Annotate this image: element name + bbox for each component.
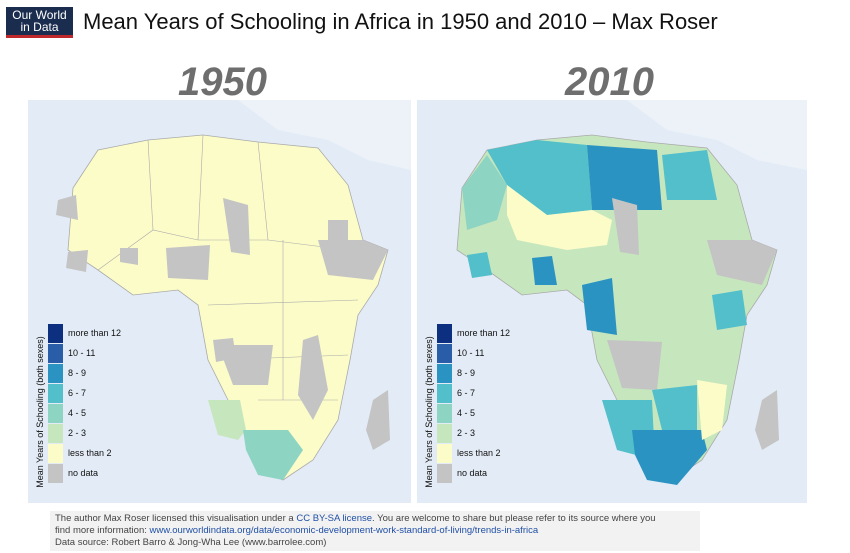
- legend-label: 10 - 11: [457, 348, 485, 358]
- legend-1950: Mean Years of Schooling (both sexes) mor…: [34, 324, 144, 499]
- legend-label: more than 12: [457, 328, 511, 338]
- year-label-1950: 1950: [178, 60, 267, 104]
- region-no-data: [66, 250, 88, 272]
- region-no-data: [328, 220, 348, 240]
- legend-title: Mean Years of Schooling (both sexes): [35, 335, 45, 488]
- region-8-9: [587, 145, 662, 210]
- legend-label: no data: [68, 468, 99, 478]
- legend-swatch: [48, 404, 63, 423]
- legend-swatch: [437, 344, 452, 363]
- region-no-data: [318, 240, 388, 280]
- region-6-7: [662, 150, 717, 200]
- legend-label: less than 2: [457, 448, 501, 458]
- region-no-data: [56, 195, 78, 220]
- footer-credits: The author Max Roser licensed this visua…: [50, 511, 700, 551]
- legend-swatch: [437, 424, 452, 443]
- region-6-7: [652, 385, 697, 430]
- legend-swatch: [437, 324, 452, 343]
- legend-label: 2 - 3: [457, 428, 476, 438]
- legend-label: 8 - 9: [68, 368, 87, 378]
- region-4-5: [462, 155, 507, 230]
- footer-text: . You are welcome to share but please re…: [372, 513, 656, 524]
- region-no-data: [707, 240, 777, 285]
- license-link[interactable]: CC BY-SA license: [296, 513, 373, 524]
- region-no-data: [607, 340, 662, 390]
- legend-swatch: [437, 364, 452, 383]
- footer-text: The author Max Roser licensed this visua…: [55, 513, 297, 524]
- source-url-link[interactable]: www.ourworldindata.org/data/economic-dev…: [149, 525, 539, 536]
- legend-swatch: [437, 464, 452, 483]
- footer-line-2: find more information: www.ourworldindat…: [55, 525, 695, 537]
- legend-swatch: [48, 424, 63, 443]
- logo-line-1: Our World: [12, 8, 67, 22]
- legend-title: Mean Years of Schooling (both sexes): [424, 335, 434, 488]
- region-no-data: [366, 390, 390, 450]
- logo-bar: [6, 35, 73, 38]
- legend-label: 10 - 11: [68, 348, 96, 358]
- legend-swatch: [437, 404, 452, 423]
- owid-logo: Our World in Data: [6, 7, 73, 38]
- region-6-7: [487, 140, 592, 215]
- legend-swatch: [437, 444, 452, 463]
- region-less-than-2: [507, 185, 612, 250]
- legend-swatch: [48, 384, 63, 403]
- legend-swatch: [48, 444, 63, 463]
- legend-label: more than 12: [68, 328, 122, 338]
- legend-label: no data: [457, 468, 488, 478]
- map-2010: Mean Years of Schooling (both sexes) mor…: [417, 100, 807, 503]
- footer-text: find more information:: [55, 525, 150, 536]
- logo-line-2: in Data: [20, 20, 59, 34]
- map-1950-svg: [28, 100, 411, 503]
- region-8-9: [582, 278, 617, 335]
- land-europe-asia: [627, 100, 807, 170]
- page-title: Mean Years of Schooling in Africa in 195…: [83, 9, 718, 34]
- legend-swatch: [48, 364, 63, 383]
- land-europe-asia: [238, 100, 411, 170]
- legend-swatch: [48, 344, 63, 363]
- region-no-data: [223, 198, 250, 255]
- footer-data-source: Data source: Robert Barro & Jong-Wha Lee…: [55, 537, 327, 548]
- legend-swatch: [437, 384, 452, 403]
- legend-label: 6 - 7: [68, 388, 87, 398]
- legend-swatch: [48, 324, 63, 343]
- footer-line-1: The author Max Roser licensed this visua…: [55, 513, 695, 525]
- region-8-9: [532, 256, 557, 285]
- region-no-data: [612, 198, 639, 255]
- region-6-7: [712, 290, 747, 330]
- legend-label: 8 - 9: [457, 368, 476, 378]
- legend-swatch: [48, 464, 63, 483]
- region-4-5: [243, 430, 303, 480]
- legend-2010: Mean Years of Schooling (both sexes) mor…: [423, 324, 533, 499]
- legend-label: 4 - 5: [457, 408, 476, 418]
- region-8-9: [632, 430, 707, 485]
- region-2-3: [208, 400, 246, 440]
- map-2010-svg: [417, 100, 807, 503]
- legend-label: 4 - 5: [68, 408, 87, 418]
- region-no-data: [755, 390, 779, 450]
- region-no-data: [218, 345, 273, 385]
- legend-label: 6 - 7: [457, 388, 476, 398]
- region-no-data: [298, 335, 328, 420]
- map-1950: Mean Years of Schooling (both sexes) mor…: [28, 100, 411, 503]
- region-less-than-2: [697, 380, 727, 440]
- year-label-2010: 2010: [565, 60, 654, 104]
- region-no-data: [120, 248, 138, 265]
- region-no-data: [166, 245, 210, 280]
- legend-label: less than 2: [68, 448, 112, 458]
- legend-label: 2 - 3: [68, 428, 87, 438]
- region-6-7: [467, 252, 492, 278]
